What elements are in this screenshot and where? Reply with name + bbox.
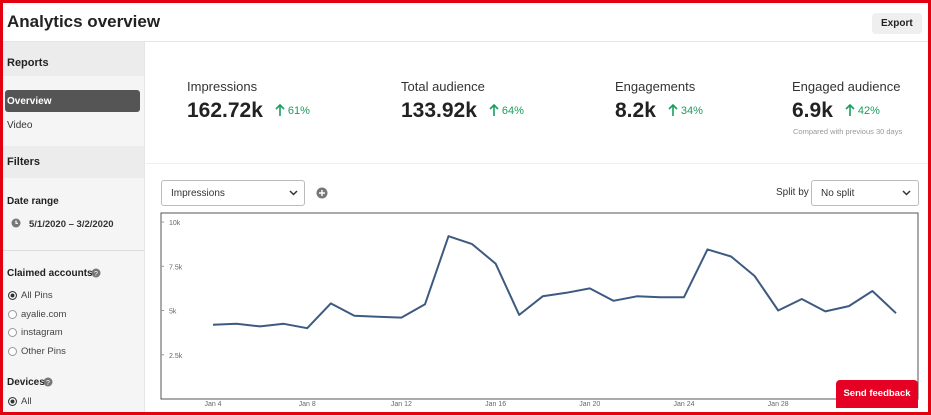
metric-value: 162.72k [187,99,263,122]
radio-button[interactable] [8,346,17,356]
filters-heading: Filters [7,156,41,168]
page-title: Analytics overview [7,12,161,31]
svg-text:?: ? [94,271,98,278]
x-tick-label: Jan 8 [299,401,316,408]
radio-label: Other Pins [21,345,66,357]
date-range-value[interactable]: 5/1/2020 – 3/2/2020 [29,219,114,230]
radio-label: All [21,396,32,407]
dropdown-text: No split [821,188,855,199]
arrow-icon [489,103,499,116]
radio-button[interactable] [8,291,17,300]
arrow-icon [845,103,855,116]
arrow-icon [275,103,285,116]
x-tick-label: Jan 16 [485,401,506,408]
comparison-note: Compared with previous 30 days [793,127,903,136]
radio-button[interactable] [8,328,17,337]
feedback-button[interactable]: Send feedback [836,380,918,408]
metric-change: 34% [680,105,703,117]
metric-dropdown[interactable]: Impressions [161,180,305,206]
claimed-accounts-heading: Claimed accounts [7,268,93,279]
x-tick-label: Jan 20 [579,401,600,408]
divider [3,250,144,251]
metric-label: Total audience [401,79,485,94]
selected-item-bg [5,90,140,112]
radio-label: ayalie.com [21,308,67,320]
help-icon[interactable]: ? [91,268,101,278]
metric-value: 133.92k [401,99,477,122]
clock-icon [11,218,21,228]
up-arrow [668,103,678,117]
metric-value: 8.2k [615,99,656,122]
y-tick-label: 7.5k [169,264,183,271]
y-tick-label: 2.5k [169,353,183,360]
y-tick-label: 10k [169,220,181,227]
up-arrow [845,103,855,117]
export-button[interactable]: Export [872,13,922,34]
metric-label: Impressions [187,79,258,94]
x-tick-label: Jan 4 [204,401,221,408]
chevron [902,190,911,196]
plot-frame [160,212,919,400]
section-band [3,42,144,76]
overview-link[interactable]: Overview [7,96,52,107]
date-range-heading: Date range [7,196,59,207]
metric-change: 61% [287,105,310,117]
x-tick-label: Jan 12 [391,401,412,408]
split-dropdown[interactable]: No split [811,180,919,206]
add-metric-button[interactable] [316,187,328,199]
metric-change: 42% [857,105,880,117]
chart: 2.5k 5k 7.5k 10k Jan 4 Jan 8 Jan 12 Jan 16 Jan 2… [160,212,919,408]
y-tick-label: 5k [169,309,177,316]
up-arrow [489,103,499,117]
split-label: Split by [776,187,809,198]
dropdown-text: Impressions [171,188,225,199]
metric-change: 64% [501,105,524,117]
x-tick-label: Jan 28 [768,401,789,408]
metric-value: 6.9k [792,99,833,122]
arrow-icon [668,103,678,116]
radio-label: instagram [21,327,63,338]
x-tick-label: Jan 24 [673,401,694,408]
section-band [3,146,144,178]
help-icon[interactable]: ? [43,377,53,387]
header: Analytics overview Export [3,3,928,42]
radio-label: All Pins [21,290,53,301]
video-link[interactable]: Video [7,120,33,131]
divider [146,163,928,164]
data-line [212,235,897,330]
radio-button[interactable] [8,309,17,319]
svg-text:?: ? [46,380,50,387]
metric-label: Engagements [615,79,696,94]
sidebar: Reports Overview Video Filters Date rang… [3,42,145,412]
radio-button[interactable] [8,397,17,406]
metric-label: Engaged audience [792,79,901,94]
up-arrow [275,103,285,117]
devices-heading: Devices [7,377,45,388]
reports-heading: Reports [7,57,49,69]
chevron [289,190,298,196]
